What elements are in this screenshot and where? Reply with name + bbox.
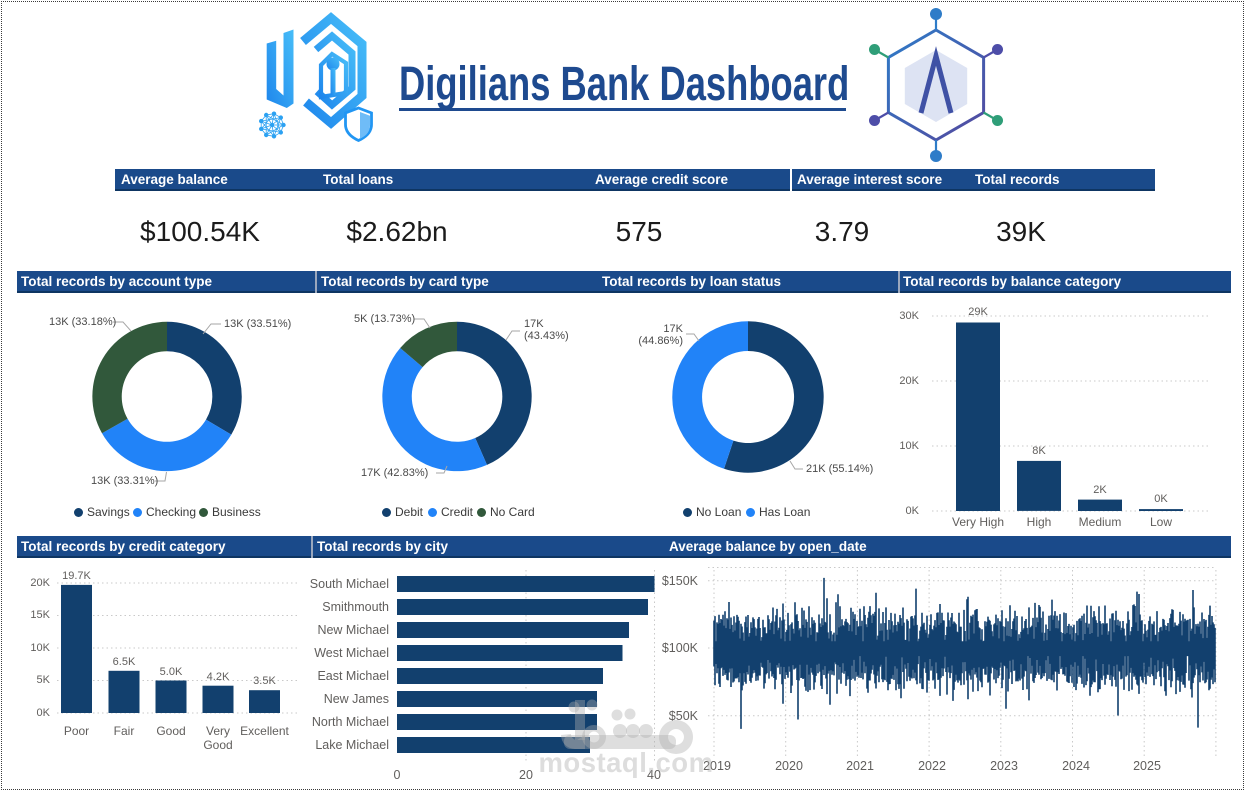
svg-text:mostaql.com: mostaql.com <box>538 747 713 778</box>
